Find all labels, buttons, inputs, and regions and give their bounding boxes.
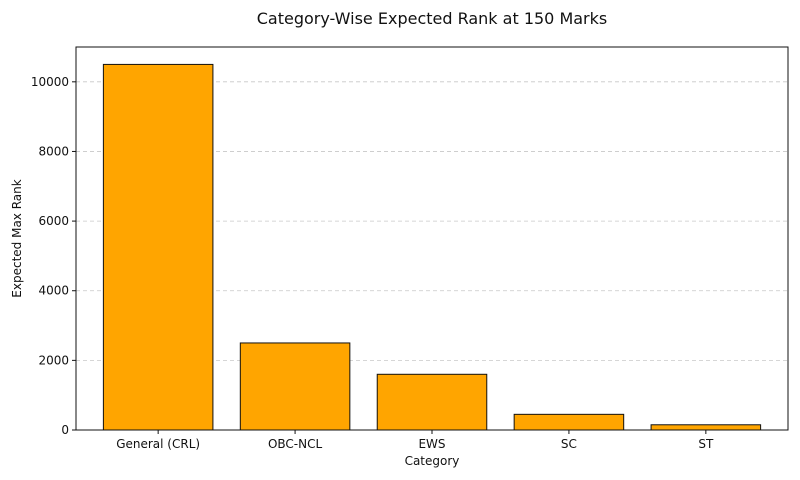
- x-tick-label: ST: [698, 437, 714, 451]
- x-tick-label: SC: [561, 437, 577, 451]
- y-tick-label: 8000: [38, 144, 69, 158]
- x-axis: General (CRL) OBC-NCL EWS SC ST: [116, 430, 714, 451]
- y-axis-label: Expected Max Rank: [10, 179, 24, 297]
- y-tick-label: 10000: [31, 75, 69, 89]
- bar-0: [102, 63, 214, 431]
- x-tick-label: EWS: [418, 437, 445, 451]
- y-tick-label: 6000: [38, 214, 69, 228]
- chart-title: Category-Wise Expected Rank at 150 Marks: [257, 9, 607, 28]
- bar-3: [513, 413, 625, 431]
- x-axis-label: Category: [405, 454, 460, 468]
- bar-2: [376, 373, 488, 431]
- y-tick-label: 0: [61, 423, 69, 437]
- bar-1: [239, 342, 351, 431]
- y-axis: 0 2000 4000 6000 8000 10000: [31, 75, 76, 437]
- bar-4: [650, 424, 762, 431]
- x-tick-label: General (CRL): [116, 437, 200, 451]
- y-tick-label: 2000: [38, 353, 69, 367]
- y-tick-label: 4000: [38, 284, 69, 298]
- bars: [102, 63, 762, 431]
- x-tick-label: OBC-NCL: [268, 437, 323, 451]
